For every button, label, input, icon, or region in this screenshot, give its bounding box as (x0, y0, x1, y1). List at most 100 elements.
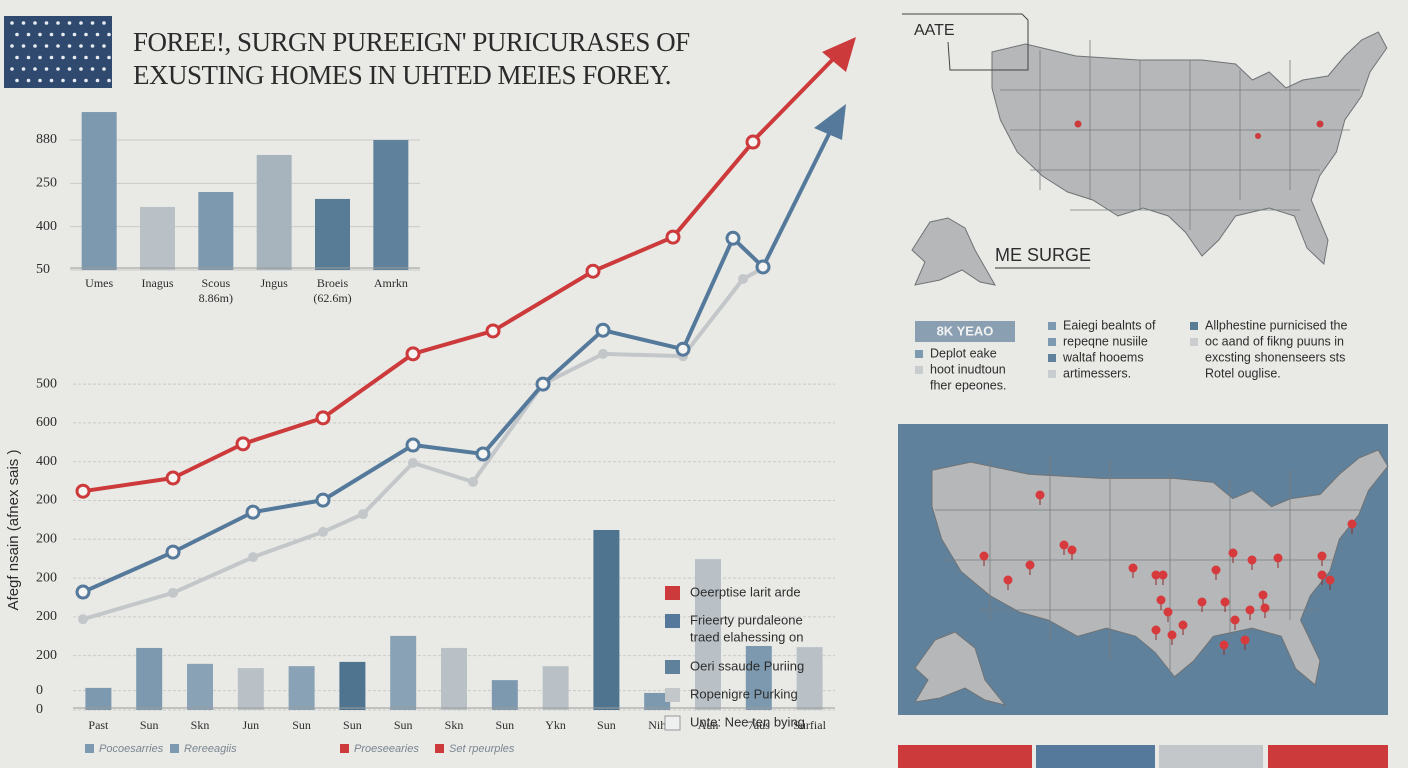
legend-swatch (170, 744, 179, 753)
state-grid (935, 455, 1360, 670)
pin-head (1035, 490, 1045, 500)
point (468, 476, 478, 487)
y-tick-label: 50 (36, 262, 50, 277)
flag-star (67, 21, 72, 25)
key-label: hoot inudtoun (930, 362, 1006, 376)
callout-line (902, 13, 1029, 71)
legend-label: Unte: Nee ten bying (690, 714, 805, 729)
flag-star (95, 78, 100, 83)
pin-head (1059, 540, 1069, 550)
flag-star (33, 44, 37, 48)
flag-star (21, 21, 26, 25)
map-dot (1255, 133, 1261, 139)
flag-star (72, 32, 77, 37)
flag-star (102, 67, 106, 71)
bar (339, 661, 366, 710)
x-tick-label: Surfial (793, 718, 826, 732)
bar (198, 192, 234, 270)
flag-star (33, 67, 37, 71)
flag-star (38, 78, 42, 83)
arrow-shaft (761, 127, 834, 268)
pin-head (1240, 635, 1250, 645)
x-tick-label: Amrkn (374, 276, 408, 290)
legend-label: traed elahessing on (690, 629, 803, 644)
point (675, 341, 691, 357)
y-tick-label: 200 (36, 609, 57, 624)
pin-head (1151, 625, 1161, 635)
flag-star (79, 67, 83, 71)
point (725, 230, 741, 246)
pin-head (1317, 570, 1327, 580)
flag-star (21, 67, 26, 71)
flag-star (90, 44, 95, 48)
point (475, 446, 491, 462)
point (535, 376, 551, 392)
pin-head (1158, 570, 1168, 580)
y-axis-label: Afegf nsain (afnex sais ) (5, 450, 22, 611)
bar (315, 198, 350, 270)
pin-head (1245, 605, 1255, 615)
pin-head (979, 551, 989, 561)
strip (1036, 745, 1155, 768)
key-label: fher epeones. (930, 378, 1006, 392)
bottom-map (898, 424, 1388, 715)
pin-head (1067, 545, 1077, 555)
bar (81, 112, 117, 270)
flag-star (10, 21, 14, 25)
legend-label: Oeerptise larit arde (690, 584, 801, 599)
x-tick-label: Aun (698, 718, 719, 732)
point (168, 587, 178, 598)
x-tick-label: Nih (648, 718, 666, 732)
bar (745, 645, 772, 710)
bar (256, 154, 292, 270)
map-dot (1074, 120, 1082, 128)
point (245, 504, 261, 520)
point (738, 273, 748, 284)
arrow-head (814, 104, 846, 140)
point (745, 134, 761, 150)
point (235, 436, 251, 452)
flag (4, 16, 112, 88)
key-label: oc aand of fikng puuns in (1205, 334, 1344, 348)
x-tick-label: Broeis (317, 276, 349, 290)
map-dot (1316, 120, 1324, 128)
key-swatch (1048, 354, 1056, 362)
point (755, 259, 771, 275)
state-lines (1000, 40, 1360, 230)
point (315, 410, 331, 426)
x-tick-label: Inagus (142, 276, 174, 290)
flag-star (107, 55, 111, 60)
bar (441, 647, 467, 710)
key-swatch (1048, 370, 1056, 378)
key-header-box (915, 321, 1015, 342)
y-tick-label: 200 (36, 648, 57, 663)
point (78, 614, 88, 625)
pin-head (1128, 563, 1138, 573)
flag-star (49, 32, 54, 37)
x-tick-note: 8.86m) (199, 291, 233, 305)
pin-head (1258, 590, 1268, 600)
flag-star (26, 55, 31, 60)
key-swatch (915, 350, 923, 358)
pin-head (1156, 595, 1166, 605)
flag-star (90, 21, 95, 25)
pin-head (1219, 640, 1229, 650)
y-tick-label: 880 (36, 132, 57, 147)
x-tick-label: Past (88, 718, 109, 732)
flag-star (49, 55, 54, 60)
flag-star (33, 21, 37, 25)
pin-head (1347, 519, 1357, 529)
alaska (914, 631, 1007, 706)
y-tick-label: 600 (36, 415, 57, 430)
legend-swatch (665, 660, 680, 674)
pin-head (1260, 603, 1270, 613)
legend-swatch (435, 744, 444, 753)
key-header: 8K YEAO (937, 323, 994, 338)
bar (593, 529, 620, 710)
key-label: excsting shonenseers sts (1205, 350, 1345, 364)
flag-star (44, 44, 49, 48)
point (485, 323, 501, 339)
legend-label: Pocoesarries (99, 743, 164, 755)
x-tick-label: Scous (201, 276, 230, 290)
